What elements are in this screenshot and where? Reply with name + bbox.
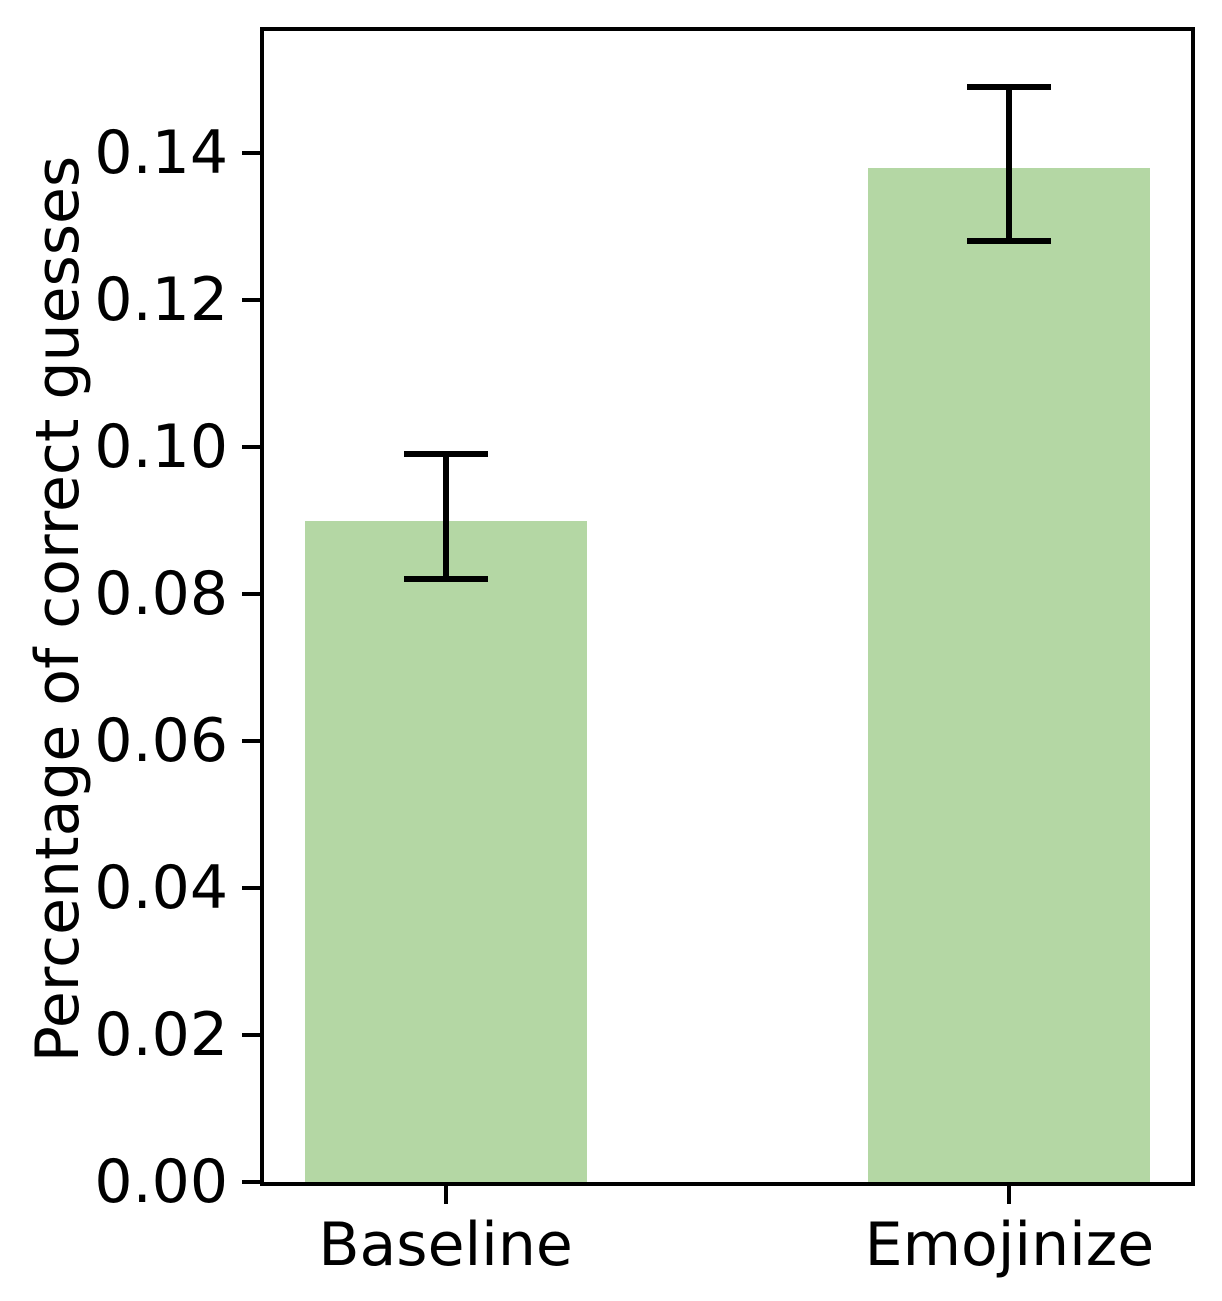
y-tick-label: 0.04 [94, 853, 228, 923]
y-tick-label: 0.06 [94, 706, 228, 776]
y-tick-label: 0.00 [94, 1147, 228, 1217]
y-tick-label: 0.10 [94, 412, 228, 482]
y-tick-mark [242, 592, 260, 596]
y-tick-mark [242, 1033, 260, 1037]
y-tick-mark [242, 739, 260, 743]
x-tick-label-baseline: Baseline [318, 1210, 573, 1280]
y-tick-mark [242, 1180, 260, 1184]
error-bar-line [1006, 86, 1013, 242]
plot-area: 0.00 0.02 0.04 0.06 0.08 0.10 0.12 0.14 Baseline… [94, 27, 1195, 1280]
error-bar-line [442, 454, 449, 580]
y-tick-label: 0.14 [94, 118, 228, 188]
error-bar-cap-lower [403, 576, 488, 583]
bar-baseline [304, 520, 587, 1182]
x-tick-mark [443, 1186, 448, 1204]
y-tick-mark [242, 151, 260, 155]
error-bar-cap-upper [403, 451, 488, 458]
y-tick-label: 0.12 [94, 265, 228, 335]
error-bar-cap-upper [967, 83, 1052, 90]
y-tick-mark [242, 886, 260, 890]
x-tick-mark [1007, 1186, 1012, 1204]
x-tick-label-emojinize: Emojinize [864, 1210, 1155, 1280]
y-tick-label: 0.08 [94, 559, 228, 629]
bar-emojinize [868, 167, 1151, 1182]
y-tick-mark [242, 298, 260, 302]
error-bar-cap-lower [967, 238, 1052, 245]
y-tick-mark [242, 445, 260, 449]
y-tick-label: 0.02 [94, 1000, 228, 1070]
